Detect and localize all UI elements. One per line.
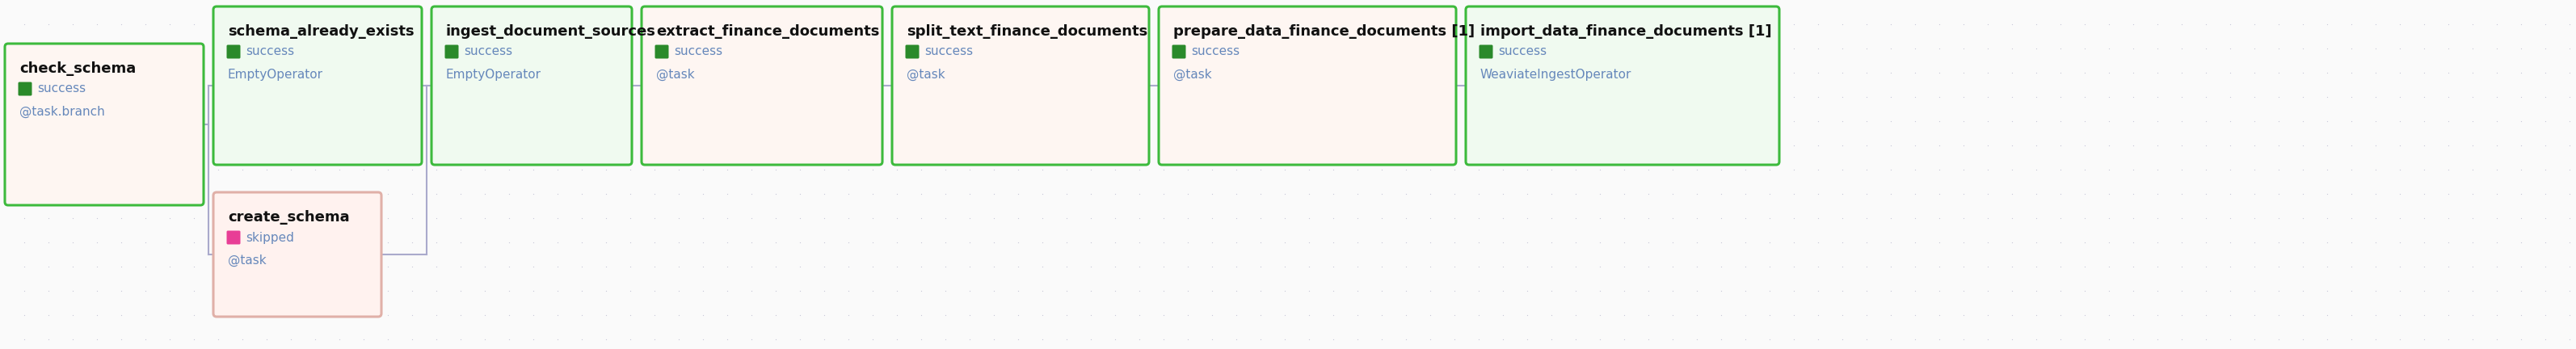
Text: schema_already_exists: schema_already_exists: [227, 24, 415, 39]
Text: success: success: [675, 46, 721, 58]
FancyBboxPatch shape: [214, 192, 381, 317]
FancyBboxPatch shape: [1172, 45, 1185, 59]
Text: success: success: [245, 46, 294, 58]
Text: success: success: [36, 83, 85, 95]
Text: success: success: [925, 46, 974, 58]
Text: ingest_document_sources: ingest_document_sources: [446, 24, 657, 39]
FancyBboxPatch shape: [1466, 7, 1780, 165]
FancyBboxPatch shape: [227, 231, 240, 244]
Text: skipped: skipped: [245, 231, 294, 244]
FancyBboxPatch shape: [18, 82, 31, 96]
Text: EmptyOperator: EmptyOperator: [227, 68, 322, 80]
FancyBboxPatch shape: [227, 45, 240, 59]
Text: EmptyOperator: EmptyOperator: [446, 68, 541, 80]
Text: WeaviateIngestOperator: WeaviateIngestOperator: [1481, 68, 1631, 80]
Text: success: success: [1499, 46, 1546, 58]
FancyBboxPatch shape: [891, 7, 1149, 165]
FancyBboxPatch shape: [1159, 7, 1455, 165]
FancyBboxPatch shape: [214, 7, 422, 165]
Text: @task.branch: @task.branch: [21, 105, 106, 118]
FancyBboxPatch shape: [654, 45, 670, 59]
Text: success: success: [464, 46, 513, 58]
Text: extract_finance_documents: extract_finance_documents: [657, 24, 878, 39]
FancyBboxPatch shape: [5, 44, 204, 205]
Text: check_schema: check_schema: [21, 61, 137, 76]
FancyBboxPatch shape: [904, 45, 920, 59]
Text: @task: @task: [1172, 68, 1211, 81]
FancyBboxPatch shape: [446, 45, 459, 59]
Text: import_data_finance_documents [1]: import_data_finance_documents [1]: [1481, 24, 1772, 39]
FancyBboxPatch shape: [433, 7, 631, 165]
Text: success: success: [1190, 46, 1239, 58]
Text: @task: @task: [227, 254, 265, 266]
Text: split_text_finance_documents: split_text_finance_documents: [907, 24, 1146, 39]
Text: @task: @task: [907, 68, 945, 81]
Text: create_schema: create_schema: [227, 210, 350, 225]
FancyBboxPatch shape: [641, 7, 884, 165]
Text: prepare_data_finance_documents [1]: prepare_data_finance_documents [1]: [1172, 24, 1473, 39]
FancyBboxPatch shape: [1479, 45, 1494, 59]
Text: @task: @task: [657, 68, 696, 81]
